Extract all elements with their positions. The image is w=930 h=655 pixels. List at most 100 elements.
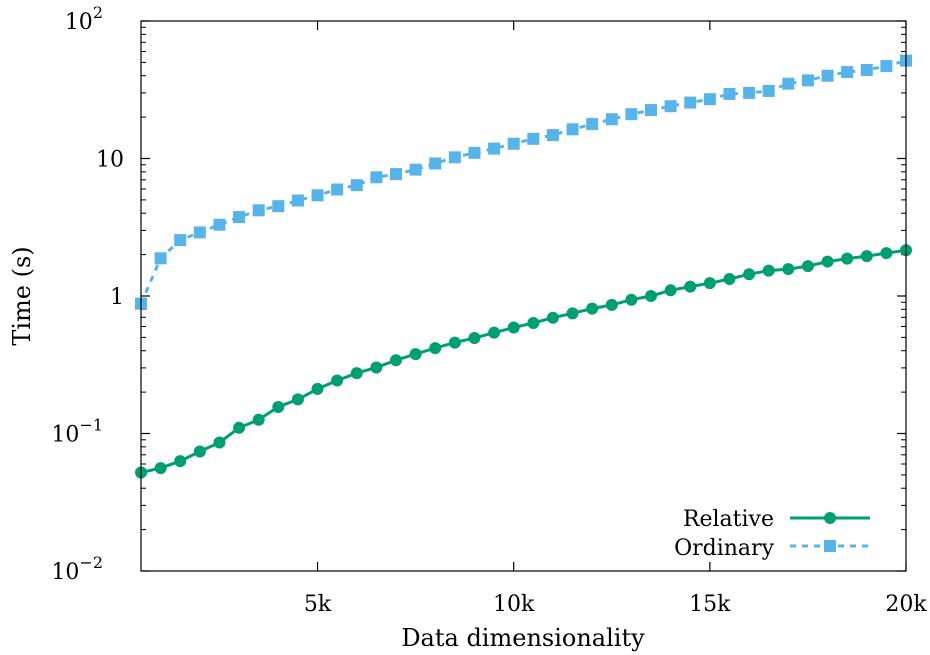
data-point-ordinary <box>448 151 461 164</box>
data-point-relative <box>703 277 716 290</box>
data-point-relative <box>507 321 520 334</box>
data-point-ordinary <box>586 118 599 131</box>
data-point-ordinary <box>213 218 226 231</box>
x-tick-label: 20k <box>885 592 927 617</box>
data-point-ordinary <box>703 93 716 106</box>
data-point-ordinary <box>782 77 795 90</box>
data-point-ordinary <box>625 108 638 121</box>
series-relative <box>135 244 912 479</box>
legend-label-ordinary: Ordinary <box>674 536 774 561</box>
data-point-relative <box>468 331 481 344</box>
data-point-ordinary <box>841 66 854 79</box>
y-tick-label-base: 10 <box>51 560 79 585</box>
data-point-ordinary <box>429 157 442 170</box>
data-point-relative <box>233 421 246 434</box>
y-tick-label: 10−2 <box>51 553 103 585</box>
data-point-ordinary <box>409 163 422 176</box>
data-point-relative <box>821 255 834 268</box>
data-point-relative <box>605 298 618 311</box>
data-point-relative <box>193 445 206 458</box>
data-point-relative <box>429 342 442 355</box>
data-point-ordinary <box>193 226 206 239</box>
series-line-ordinary <box>139 59 907 305</box>
legend-marker-ordinary <box>824 540 836 552</box>
x-tick-label: 15k <box>689 592 731 617</box>
y-tick-label-base: 10 <box>51 423 79 448</box>
data-point-ordinary <box>645 104 657 117</box>
data-point-ordinary <box>291 194 304 207</box>
data-point-relative <box>527 317 540 330</box>
data-point-relative <box>860 250 873 263</box>
y-tick-label-exponent: −1 <box>79 416 103 435</box>
plot-frame <box>140 20 907 572</box>
data-point-ordinary <box>723 87 736 100</box>
data-point-relative <box>331 374 344 387</box>
data-point-relative <box>174 455 187 468</box>
data-point-relative <box>409 348 422 361</box>
data-point-ordinary <box>880 60 893 73</box>
legend-label-relative: Relative <box>683 507 774 532</box>
legend: Relative Ordinary <box>674 507 870 561</box>
legend-marker-relative <box>824 512 836 524</box>
data-point-relative <box>762 264 775 277</box>
data-point-relative <box>625 293 638 306</box>
data-point-relative <box>546 311 559 324</box>
data-point-relative <box>154 462 167 475</box>
y-tick-label: 10−1 <box>51 416 103 448</box>
data-point-ordinary <box>350 179 363 192</box>
data-point-ordinary <box>821 69 834 82</box>
data-point-relative <box>801 260 814 273</box>
y-tick-label-exponent: −2 <box>79 553 103 572</box>
data-point-ordinary <box>762 84 775 97</box>
data-point-ordinary <box>272 200 285 213</box>
data-point-ordinary <box>390 168 402 181</box>
data-point-relative <box>841 252 854 265</box>
data-point-relative <box>213 436 226 449</box>
data-point-ordinary <box>664 100 677 113</box>
data-point-relative <box>252 413 265 426</box>
y-tick-label: 10 <box>96 148 124 173</box>
data-point-relative <box>684 280 697 293</box>
data-point-relative <box>645 290 657 302</box>
series-ordinary <box>135 54 912 310</box>
data-point-ordinary <box>154 252 167 265</box>
data-point-relative <box>390 354 402 367</box>
data-point-relative <box>880 247 893 260</box>
y-tick-label: 1 <box>110 285 124 310</box>
data-point-ordinary <box>174 234 187 247</box>
data-point-relative <box>311 382 324 395</box>
data-point-ordinary <box>684 96 697 109</box>
data-point-relative <box>370 361 383 374</box>
data-point-relative <box>448 336 461 349</box>
data-point-relative <box>664 284 677 297</box>
data-point-ordinary <box>370 171 383 184</box>
data-point-relative <box>743 268 756 281</box>
data-point-ordinary <box>860 64 873 77</box>
data-point-ordinary <box>468 146 481 159</box>
y-tick-label-exponent: 2 <box>93 3 103 22</box>
y-tick-label-base: 1 <box>110 285 124 310</box>
data-point-ordinary <box>743 86 756 99</box>
data-point-relative <box>586 302 599 315</box>
y-tick-label-base: 10 <box>65 10 93 35</box>
x-tick-label: 10k <box>493 592 535 617</box>
data-point-ordinary <box>488 142 501 155</box>
y-axis-label: Time (s) <box>8 246 36 345</box>
data-point-ordinary <box>311 189 324 202</box>
data-point-ordinary <box>331 183 344 196</box>
data-point-ordinary <box>252 204 265 217</box>
x-axis-label: Data dimensionality <box>401 624 645 652</box>
x-tick-label: 5k <box>304 592 332 617</box>
data-point-ordinary <box>566 123 579 136</box>
data-point-ordinary <box>801 74 814 87</box>
data-point-ordinary <box>546 129 559 142</box>
data-point-ordinary <box>605 113 618 126</box>
data-point-relative <box>488 326 501 339</box>
series-line-relative <box>140 248 907 474</box>
data-point-ordinary <box>507 137 520 150</box>
data-point-ordinary <box>527 132 540 145</box>
data-point-relative <box>350 367 363 380</box>
data-point-relative <box>782 263 795 276</box>
